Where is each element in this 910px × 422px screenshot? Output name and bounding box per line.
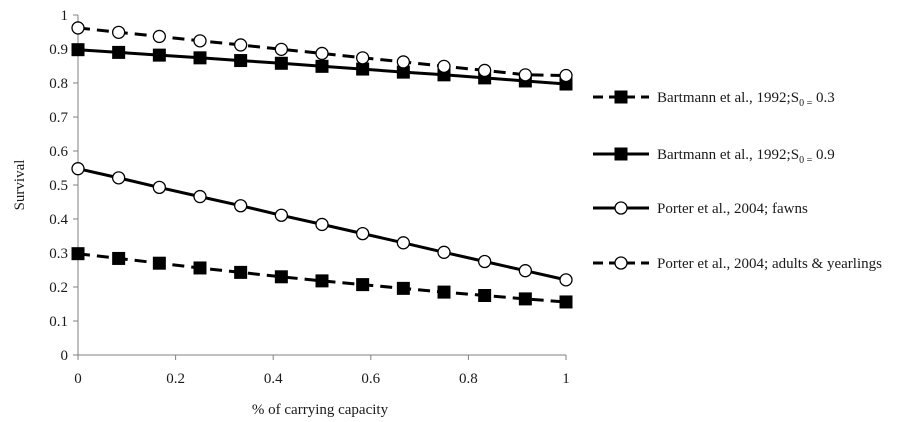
legend-label: Porter et al., 2004; adults & yearlings: [657, 256, 882, 272]
legend-label: Porter et al., 2004; fawns: [657, 201, 808, 217]
data-point: [478, 63, 492, 78]
data-point: [518, 264, 532, 278]
y-tick-label: 0.6: [49, 144, 68, 160]
y-tick-label: 0.1: [49, 314, 68, 330]
data-point: [274, 56, 288, 70]
data-point: [559, 273, 573, 287]
data-point: [234, 54, 248, 68]
series-2: [71, 43, 573, 91]
legend-item-4: Porter et al., 2004; adults & yearlings: [593, 256, 882, 272]
data-point: [274, 208, 288, 222]
data-point: [437, 59, 451, 73]
plot-area: [71, 21, 573, 309]
legend-label: Bartmann et al., 1992;S0 = 0.3: [657, 90, 835, 109]
data-point: [234, 199, 248, 213]
data-point: [559, 68, 573, 83]
x-tick-label: 0.2: [166, 371, 185, 387]
data-point: [193, 34, 207, 48]
legend-marker: [614, 90, 628, 104]
data-point: [315, 59, 329, 73]
x-tick-label: 0: [74, 371, 82, 387]
data-point: [396, 55, 410, 69]
x-tick-label: 0.4: [264, 371, 283, 387]
data-point: [152, 180, 166, 195]
data-point: [356, 278, 370, 292]
data-point: [112, 45, 126, 59]
data-point: [152, 256, 166, 270]
y-tick-label: 0.9: [49, 42, 68, 58]
data-point: [193, 51, 207, 65]
y-tick-label: 0.4: [49, 212, 68, 228]
data-point: [71, 43, 85, 57]
data-point: [437, 245, 451, 259]
data-point: [71, 162, 85, 176]
series-1: [71, 247, 573, 309]
data-point: [112, 171, 126, 185]
data-point: [112, 25, 126, 39]
legend-marker: [614, 147, 628, 161]
data-point: [356, 51, 370, 65]
y-tick-label: 0.8: [49, 76, 68, 92]
y-tick-label: 0: [61, 348, 69, 364]
data-point: [356, 226, 370, 241]
legend-item-2: Bartmann et al., 1992;S0 = 0.9: [593, 147, 835, 166]
x-axis-title: % of carrying capacity: [252, 402, 389, 418]
data-point: [71, 247, 85, 261]
legend-item-3: Porter et al., 2004; fawns: [593, 201, 808, 217]
data-point: [152, 48, 166, 62]
x-tick-label: 0.8: [459, 371, 478, 387]
x-tick-label: 0.6: [361, 371, 380, 387]
data-point: [315, 46, 329, 61]
data-point: [356, 62, 370, 76]
series-3: [71, 162, 573, 287]
x-axis: 0 0.2 0.4 0.6 0.8 1: [74, 354, 570, 387]
x-tick-label: 1: [562, 371, 570, 387]
data-point: [559, 295, 573, 309]
data-point: [112, 251, 126, 265]
data-point: [518, 292, 532, 306]
legend-label: Bartmann et al., 1992;S0 = 0.9: [657, 147, 835, 166]
data-point: [274, 270, 288, 284]
data-point: [315, 217, 329, 232]
data-point: [315, 274, 329, 288]
legend: Bartmann et al., 1992;S0 = 0.3 Bartmann e…: [593, 90, 882, 272]
y-tick-label: 0.5: [49, 178, 68, 194]
legend-marker: [614, 201, 628, 215]
legend-item-1: Bartmann et al., 1992;S0 = 0.3: [593, 90, 835, 109]
data-point: [71, 21, 85, 35]
legend-marker: [614, 256, 628, 270]
data-point: [234, 38, 248, 52]
data-point: [478, 289, 492, 302]
data-point: [152, 29, 166, 44]
data-point: [274, 42, 288, 56]
series-4: [71, 21, 573, 83]
data-point: [396, 281, 410, 295]
data-point: [478, 254, 492, 269]
data-point: [193, 189, 207, 204]
y-axis: 0 0.1 0.2 0.3 0.4 0.5 0.6 0.7 0.8 0.9 1: [49, 8, 79, 364]
y-tick-label: 1: [61, 8, 69, 24]
y-tick-label: 0.2: [49, 280, 68, 296]
y-axis-title: Survival: [12, 160, 28, 211]
y-tick-label: 0.7: [49, 110, 68, 126]
y-tick-label: 0.3: [49, 246, 68, 262]
data-point: [396, 236, 410, 250]
data-point: [518, 68, 532, 82]
data-point: [437, 285, 451, 299]
data-point: [193, 261, 207, 275]
data-point: [234, 265, 248, 279]
